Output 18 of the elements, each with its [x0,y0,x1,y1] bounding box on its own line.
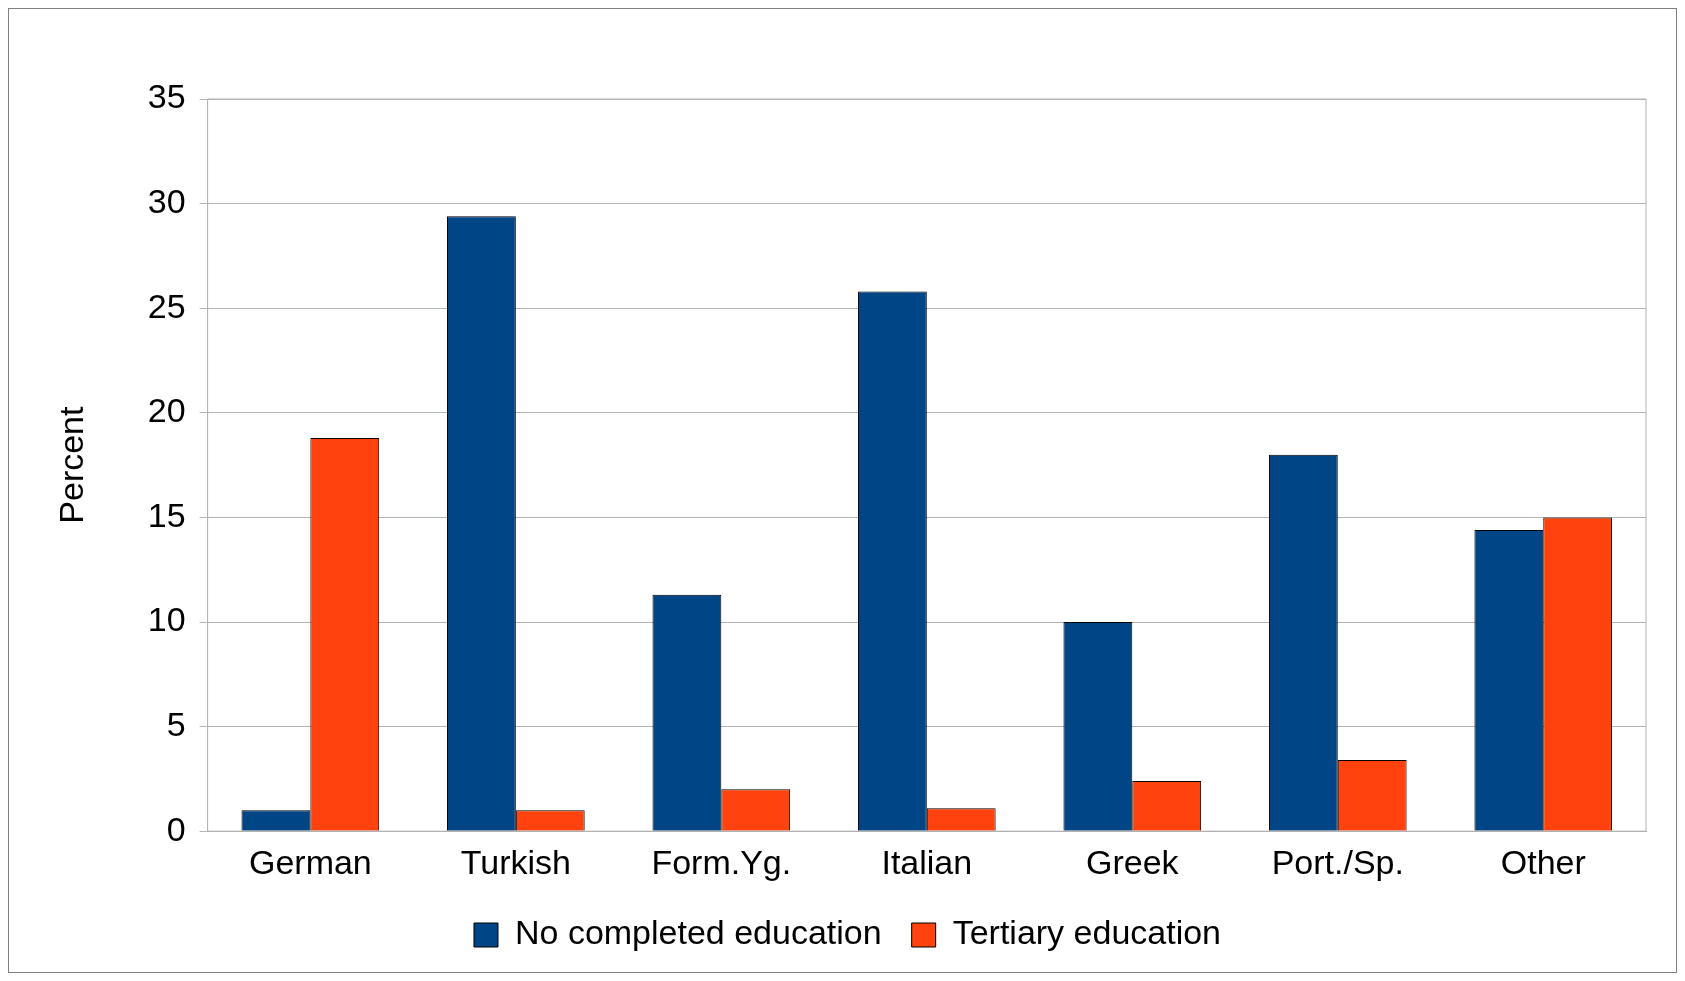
x-tick-label: Form.Yg. [651,842,792,881]
y-tick-label: 10 [147,600,186,639]
x-tick-label: Greek [1086,842,1180,881]
x-tick-label: Turkish [460,842,571,881]
legend-label: No completed education [514,913,882,952]
y-tick-label: 35 [147,77,186,116]
x-tick-label: Italian [881,842,973,881]
x-tick-label: Port./Sp. [1271,842,1404,881]
y-tick-label: 5 [166,704,186,743]
y-tick-label: 0 [166,809,186,848]
x-tick-label: Other [1500,842,1586,881]
y-tick-label: 15 [147,495,186,534]
y-axis-title: Percent [51,405,90,524]
legend-label: Tertiary education [952,913,1222,952]
y-tick-label: 30 [147,181,186,220]
y-tick-label: 25 [147,286,186,325]
y-tick-label: 20 [147,391,186,430]
x-tick-label: German [248,842,372,881]
